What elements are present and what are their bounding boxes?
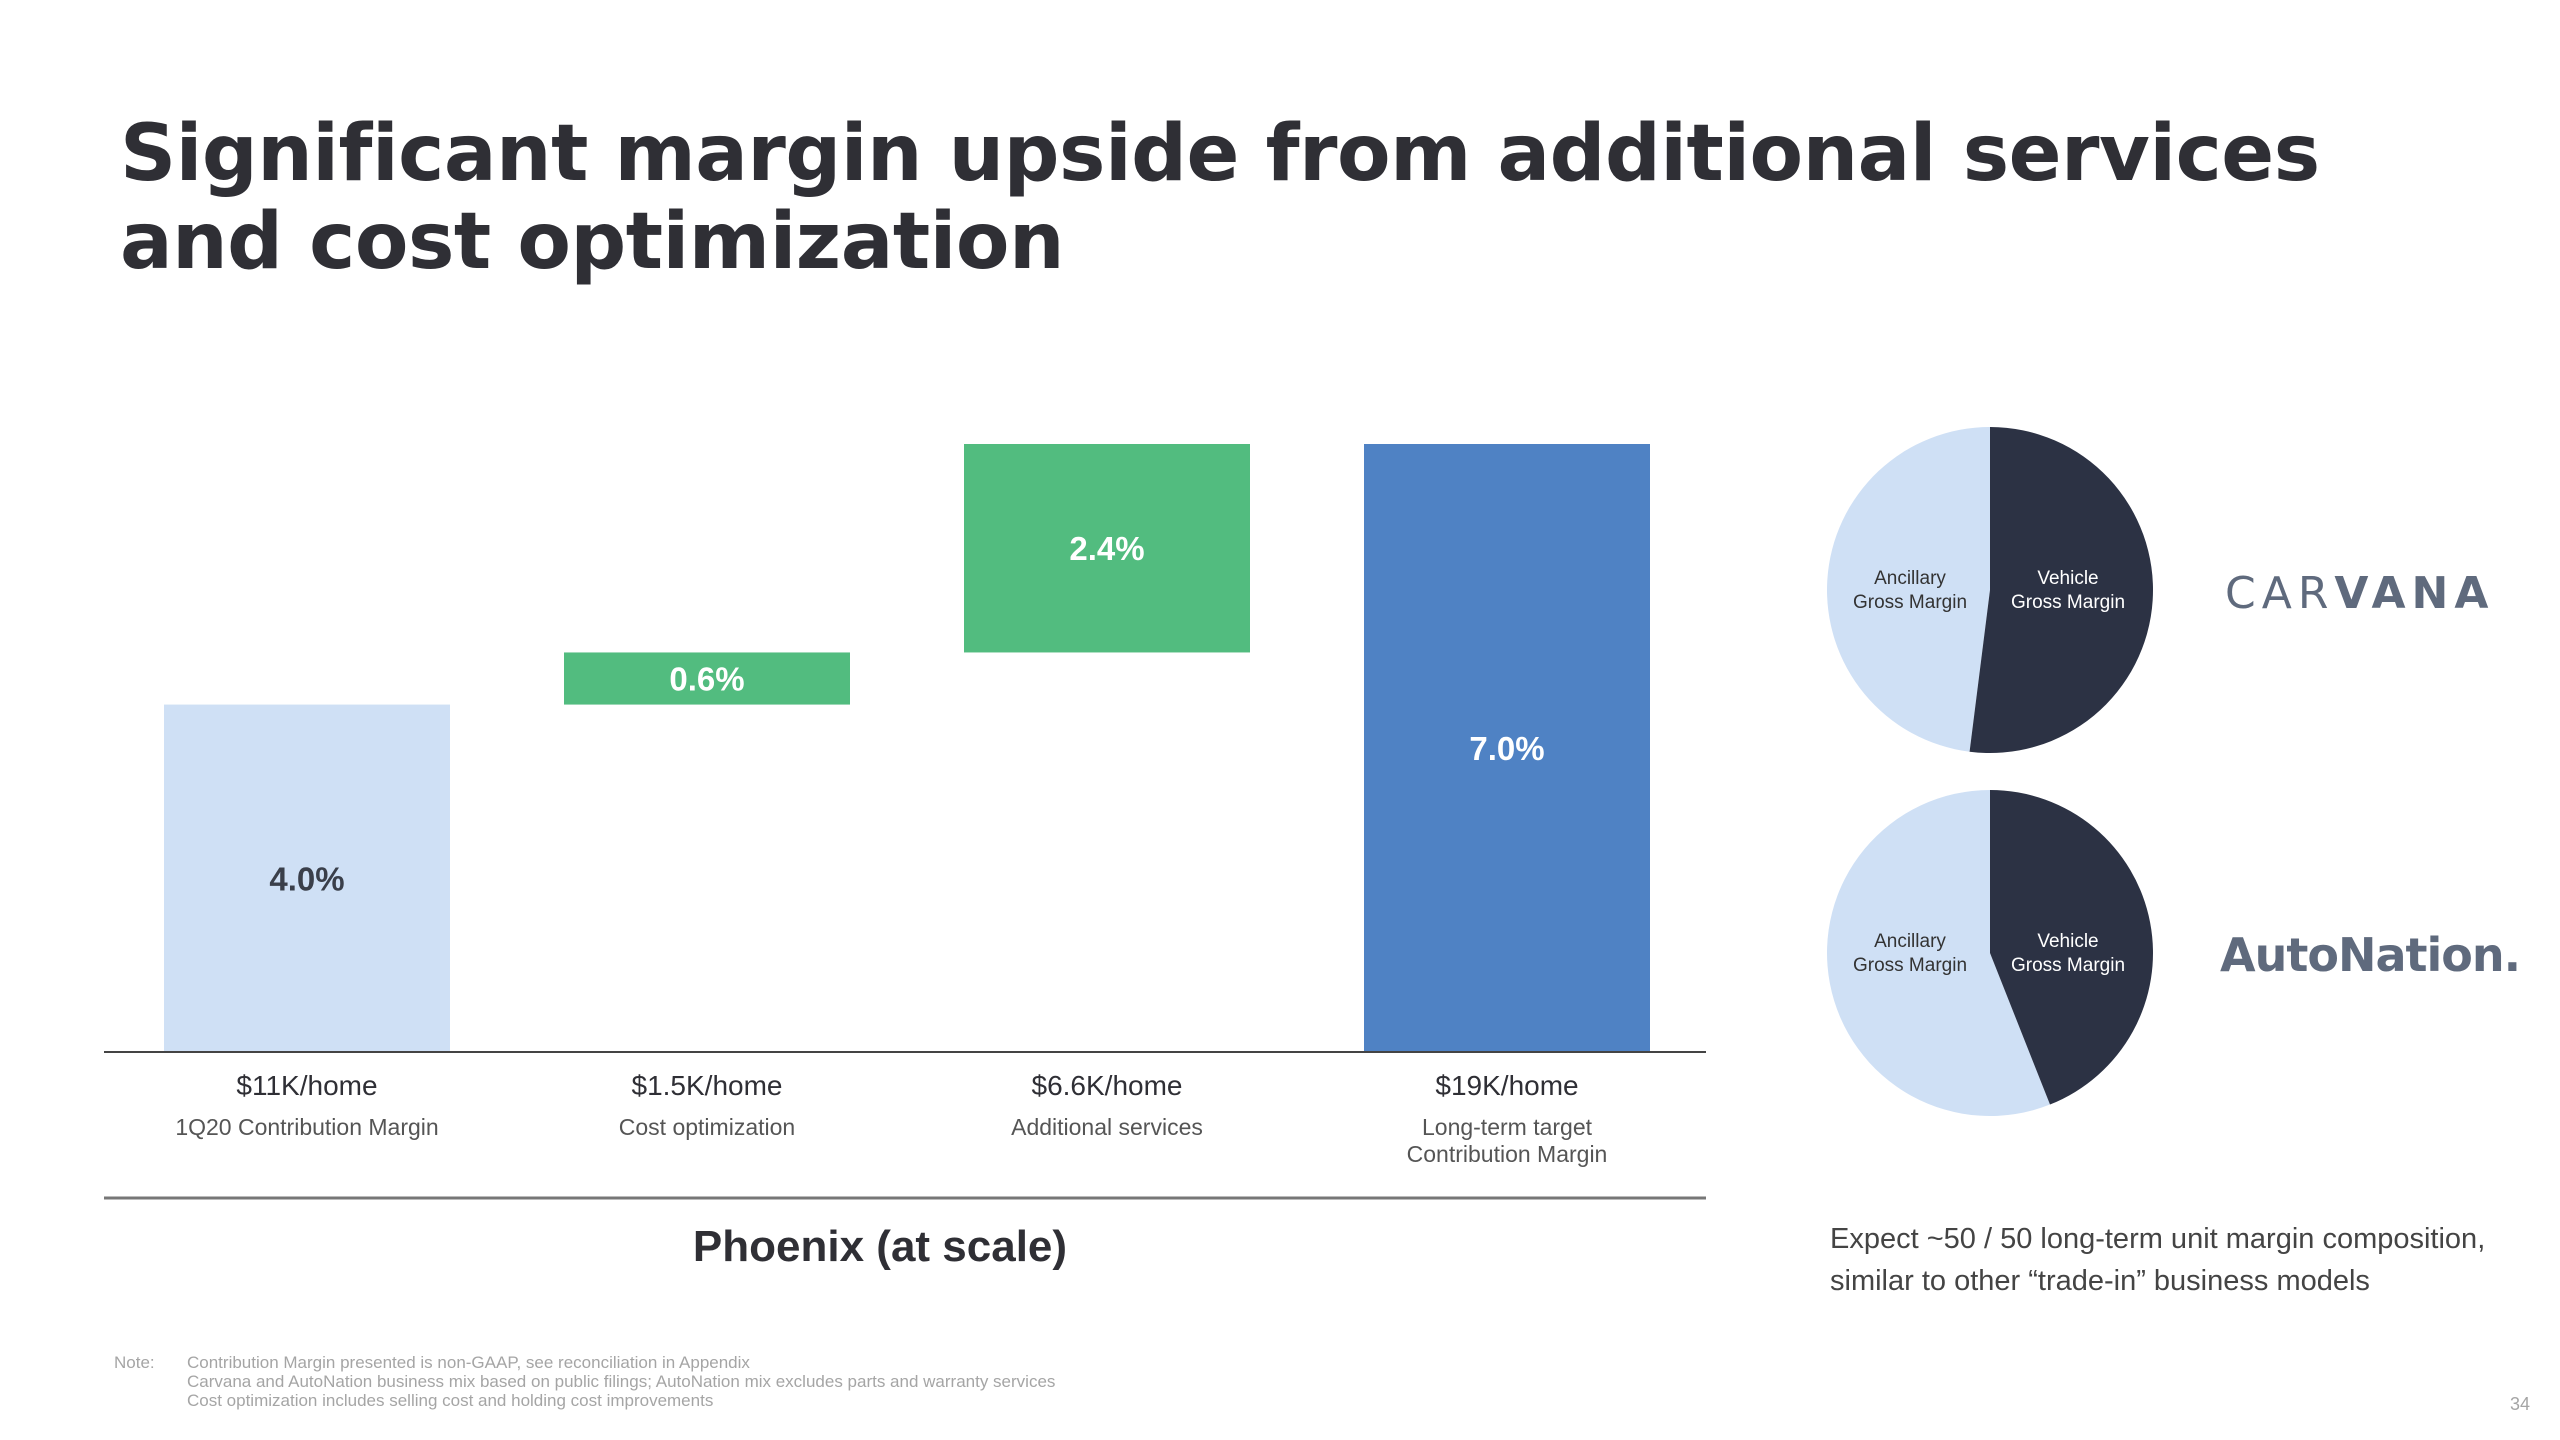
footnote-line: Cost optimization includes selling cost … xyxy=(187,1391,714,1410)
category-label: Long-term target xyxy=(1422,1114,1593,1140)
slide-title: Significant margin upside from additiona… xyxy=(120,109,2320,287)
category-value: $1.5K/home xyxy=(632,1070,783,1101)
category-value: $6.6K/home xyxy=(1032,1070,1183,1101)
bar xyxy=(564,652,850,705)
pie-slice-label: Ancillary xyxy=(1874,931,1946,952)
pie-slice-label: Gross Margin xyxy=(1853,592,1967,613)
category-value: $11K/home xyxy=(236,1070,377,1101)
page-number: 34 xyxy=(2509,1394,2530,1414)
category-label: 1Q20 Contribution Margin xyxy=(175,1114,438,1140)
category-label: Cost optimization xyxy=(619,1114,795,1140)
category-label: Additional services xyxy=(1011,1114,1203,1140)
margin-composition-pies: Ancillary Gross Margin Vehicle Gross Margin… xyxy=(1826,426,2153,1117)
pie-slice-ancillary xyxy=(1826,790,2051,1117)
pie-chart: Ancillary Gross Margin Vehicle Gross Margin xyxy=(1826,426,2153,753)
pie-slice-label: Gross Margin xyxy=(2011,955,2125,976)
pie-slice-label: Vehicle xyxy=(2037,568,2098,589)
bar-data-label: 2.4% xyxy=(1069,530,1144,567)
bar xyxy=(1364,444,1650,1052)
margin-composition-caption: Expect ~50 / 50 long-term unit margin co… xyxy=(1830,1223,2486,1297)
footnotes: Contribution Margin presented is non-GAA… xyxy=(187,1353,1487,1410)
pie-slice-ancillary xyxy=(1826,426,1990,752)
bar-data-label: 7.0% xyxy=(1469,730,1544,767)
pie-slice-label: Gross Margin xyxy=(2011,592,2125,613)
waterfall-chart: 4.0% $11K/home 1Q20 Contribution Margin 0.6… xyxy=(104,444,1706,1200)
bar-data-label: 4.0% xyxy=(269,860,344,897)
bar xyxy=(964,444,1250,653)
note-label: Note: xyxy=(114,1353,155,1372)
pie-slice-vehicle xyxy=(1969,427,2153,753)
pie-slice-label: Ancillary xyxy=(1874,568,1946,589)
pie-chart: Ancillary Gross Margin Vehicle Gross Margin xyxy=(1826,790,2153,1117)
autonation-logo: AutoNation. xyxy=(2220,928,2521,982)
chart-title: Phoenix (at scale) xyxy=(692,1222,1068,1271)
bar xyxy=(164,704,450,1052)
pie-slice-vehicle xyxy=(1990,790,2153,1105)
category-value: $19K/home xyxy=(1435,1070,1578,1101)
bar-data-label: 0.6% xyxy=(669,661,744,698)
category-label: Contribution Margin xyxy=(1407,1141,1608,1167)
carvana-logo: CARVANA xyxy=(2225,568,2495,619)
pie-slice-label: Vehicle xyxy=(2037,931,2098,952)
footnote-line: Contribution Margin presented is non-GAA… xyxy=(187,1353,750,1372)
footnote-line: Carvana and AutoNation business mix base… xyxy=(187,1372,1056,1391)
pie-slice-label: Gross Margin xyxy=(1853,955,1967,976)
